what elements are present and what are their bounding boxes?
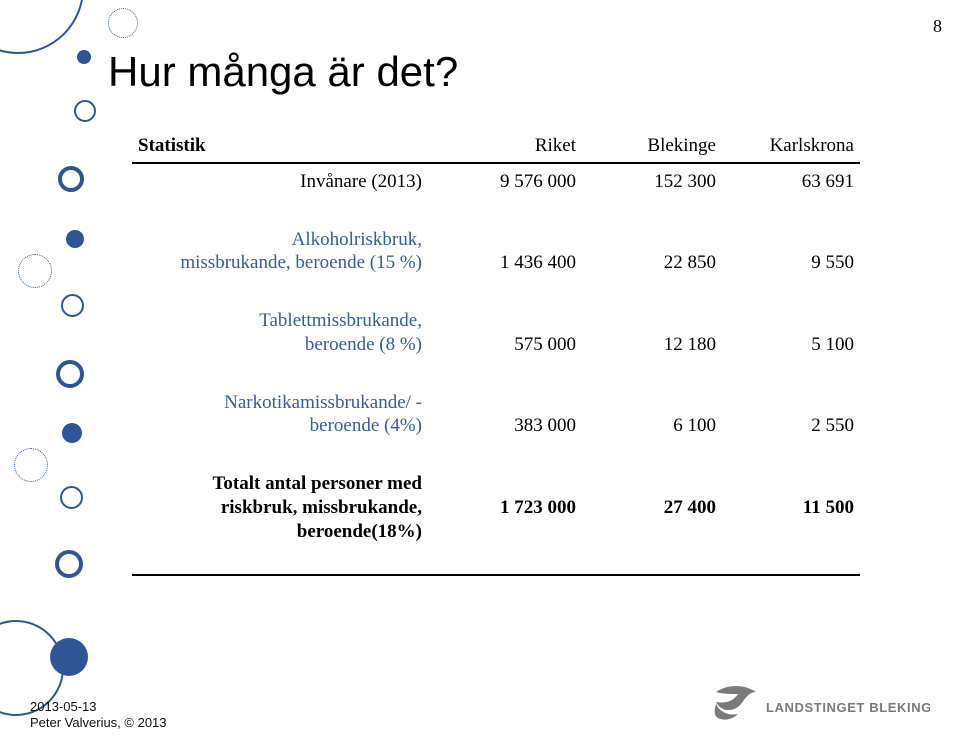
bubble-decor [62, 423, 82, 443]
col-header-stat: Statistik [132, 130, 432, 163]
bubble-decor [56, 360, 84, 388]
cell: 27 400 [582, 466, 722, 547]
cell: 22 850 [582, 222, 722, 280]
row-label: Invånare (2013) [132, 163, 432, 198]
cell: 2 550 [722, 385, 860, 443]
spacer [132, 442, 860, 466]
col-header-karlskrona: Karlskrona [722, 130, 860, 163]
landstinget-logo: LANDSTINGET BLEKINGE [710, 682, 930, 730]
cell: 5 100 [722, 303, 860, 361]
row-label-line: riskbruk, missbrukande, [221, 497, 422, 518]
spacer [132, 361, 860, 385]
table-row: Alkoholriskbruk, missbrukande, beroende … [132, 222, 860, 280]
row-label: Tablettmissbrukande, beroende (8 %) [132, 303, 432, 361]
table-row: Invånare (2013) 9 576 000 152 300 63 691 [132, 163, 860, 198]
bubble-decor [58, 166, 84, 192]
row-label-line: Narkotikamissbrukande/ - [224, 392, 422, 413]
cell: 63 691 [722, 163, 860, 198]
row-label-line: missbrukande, beroende (15 %) [180, 252, 422, 273]
row-label: Alkoholriskbruk, missbrukande, beroende … [132, 222, 432, 280]
row-label-line: Tablettmissbrukande, [259, 310, 422, 331]
bubble-decor [108, 8, 138, 38]
cell: 575 000 [432, 303, 582, 361]
statistics-table: Statistik Riket Blekinge Karlskrona Invå… [132, 130, 860, 547]
table-row: Tablettmissbrukande, beroende (8 %) 575 … [132, 303, 860, 361]
row-label-line: beroende(18%) [297, 521, 422, 542]
cell: 383 000 [432, 385, 582, 443]
bubble-decor [0, 0, 84, 54]
bubble-decor [55, 550, 83, 578]
bubble-decor [14, 448, 48, 482]
cell: 152 300 [582, 163, 722, 198]
bubble-decor [77, 50, 91, 64]
table-row: Narkotikamissbrukande/ - beroende (4%) 3… [132, 385, 860, 443]
slide-title: Hur många är det? [108, 48, 458, 96]
row-label: Narkotikamissbrukande/ - beroende (4%) [132, 385, 432, 443]
table-row: Totalt antal personer med riskbruk, miss… [132, 466, 860, 547]
spacer [132, 198, 860, 222]
cell: 9 576 000 [432, 163, 582, 198]
spacer [132, 279, 860, 303]
cell: 11 500 [722, 466, 860, 547]
slide: 8 Hur många är det? Statistik Riket Blek… [0, 0, 960, 750]
col-header-blekinge: Blekinge [582, 130, 722, 163]
bubble-decor [66, 230, 84, 248]
page-number: 8 [933, 16, 942, 37]
row-label-line: Totalt antal personer med [212, 473, 422, 494]
row-label-line: beroende (8 %) [305, 334, 422, 355]
footer-date: 2013-05-13 [30, 699, 97, 714]
bubble-decor [74, 100, 96, 122]
row-label-line: Alkoholriskbruk, [292, 229, 422, 250]
footer-rule [132, 574, 860, 576]
cell: 1 723 000 [432, 466, 582, 547]
bubble-decor [18, 254, 52, 288]
logo-text: LANDSTINGET BLEKINGE [766, 700, 930, 715]
bubble-decor [60, 486, 83, 509]
bubble-decor [61, 294, 84, 317]
row-label-line: beroende (4%) [310, 415, 422, 436]
cell: 12 180 [582, 303, 722, 361]
row-label: Totalt antal personer med riskbruk, miss… [132, 466, 432, 547]
cell: 1 436 400 [432, 222, 582, 280]
footer-author: Peter Valverius, © 2013 [30, 715, 167, 730]
col-header-riket: Riket [432, 130, 582, 163]
table-header-row: Statistik Riket Blekinge Karlskrona [132, 130, 860, 163]
cell: 6 100 [582, 385, 722, 443]
cell: 9 550 [722, 222, 860, 280]
